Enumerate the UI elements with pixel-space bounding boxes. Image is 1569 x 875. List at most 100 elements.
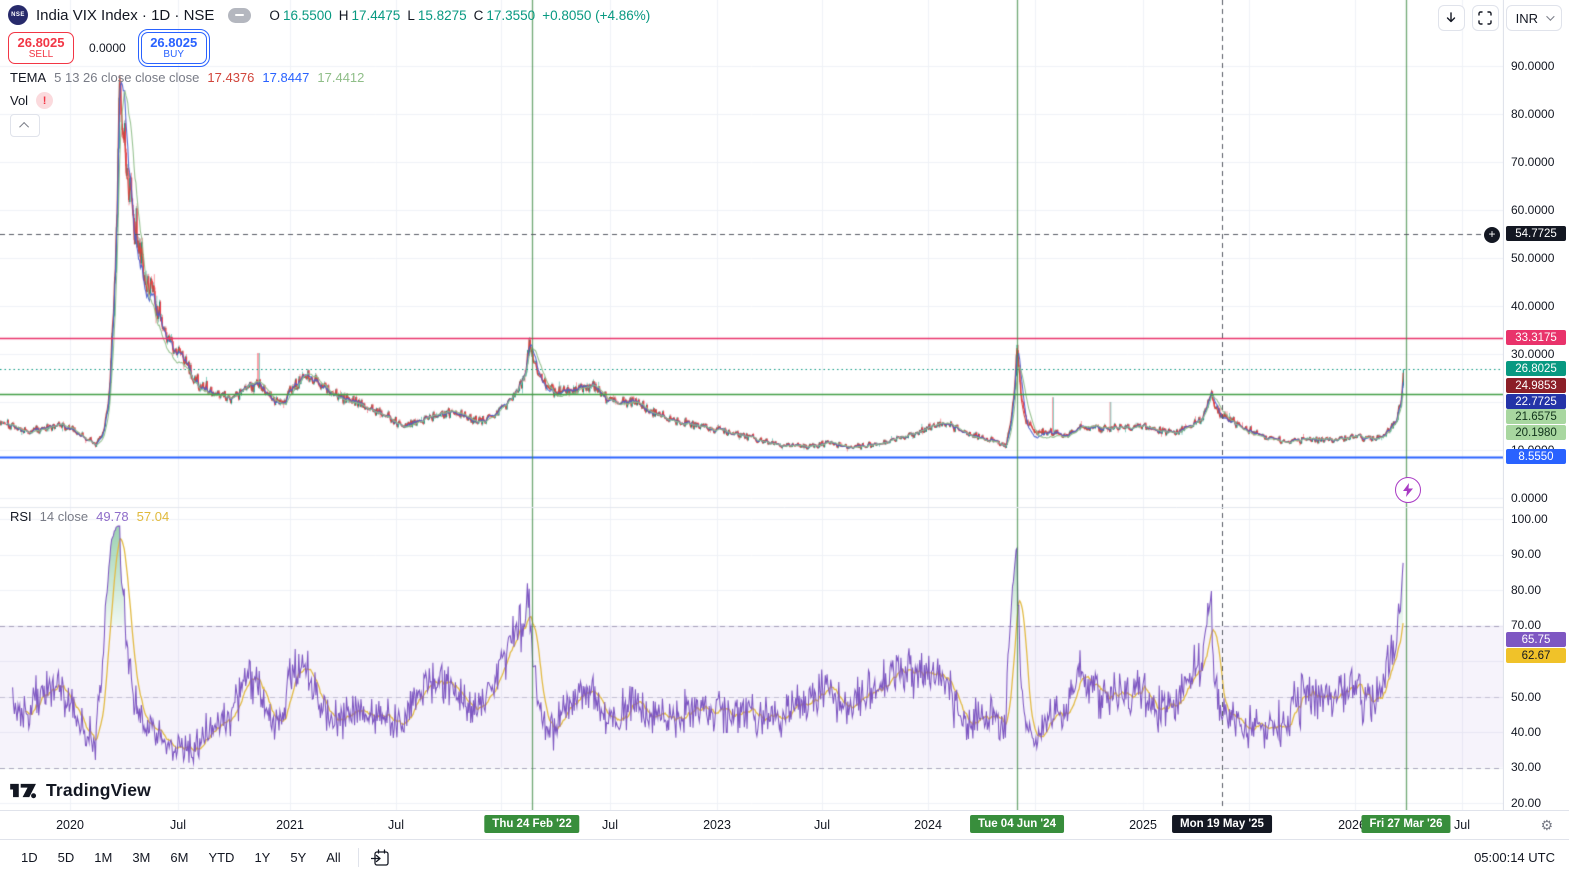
rsi-ma-badge: 62.67 xyxy=(1506,648,1566,663)
range-button-ytd[interactable]: YTD xyxy=(201,846,241,869)
spread-value: 0.0000 xyxy=(83,39,132,57)
open-value: 16.5500 xyxy=(282,7,332,23)
rsi-value-1: 49.78 xyxy=(96,509,129,524)
price-tick: 80.00 xyxy=(1511,583,1542,597)
time-tick: 2021 xyxy=(276,818,304,832)
tema-legend[interactable]: TEMA 5 13 26 close close close 17.4376 1… xyxy=(10,70,364,85)
time-tick: Jul xyxy=(1454,818,1470,832)
range-button-3m[interactable]: 3M xyxy=(125,846,157,869)
go-to-date-button[interactable] xyxy=(369,847,392,869)
price-tick: 90.00 xyxy=(1511,547,1542,561)
tema13-badge: 22.7725 xyxy=(1506,394,1566,409)
buy-label: BUY xyxy=(163,48,184,60)
download-button[interactable] xyxy=(1437,5,1465,31)
symbol-header: NSE India VIX Index · 1D · NSE O 16.5500… xyxy=(8,5,650,25)
vol-legend[interactable]: Vol ! xyxy=(10,92,54,109)
open-label: O xyxy=(269,7,280,23)
quick-trade-lightning-icon[interactable] xyxy=(1395,477,1421,503)
sell-label: SELL xyxy=(28,48,54,60)
price-tick: 70.0000 xyxy=(1511,155,1555,169)
time-tick: Jul xyxy=(170,818,186,832)
price-tick: 30.0000 xyxy=(1511,347,1555,361)
time-tick: Jul xyxy=(602,818,618,832)
tema-value-3: 17.4412 xyxy=(317,70,365,85)
buy-price: 26.8025 xyxy=(150,34,198,50)
ohlc-values: O 16.5500 H 17.4475 L 15.8275 C 17.3550 … xyxy=(269,8,650,23)
tradingview-logo[interactable]: TradingView xyxy=(10,780,151,801)
range-button-1m[interactable]: 1M xyxy=(87,846,119,869)
fullscreen-icon xyxy=(1478,11,1492,25)
tema-params: 5 13 26 close close close xyxy=(54,70,200,85)
price-tick: 40.0000 xyxy=(1511,299,1555,313)
range-button-all[interactable]: All xyxy=(319,846,347,869)
axis-settings-gear-icon[interactable]: ⚙ xyxy=(1540,817,1553,833)
currency-dropdown[interactable]: INR xyxy=(1505,5,1562,31)
hline-green-badge: 21.6575 xyxy=(1506,409,1566,424)
chevron-up-icon xyxy=(18,121,29,132)
download-icon xyxy=(1446,12,1456,23)
time-tick: 2025 xyxy=(1129,818,1157,832)
toolbar-divider xyxy=(357,848,359,867)
price-tick: 100.00 xyxy=(1511,512,1548,526)
utc-clock[interactable]: 05:00:14 UTC xyxy=(1474,850,1555,865)
price-tick: 40.00 xyxy=(1511,725,1542,739)
time-tick: 2026 xyxy=(1338,818,1366,832)
time-tick: 2020 xyxy=(56,818,84,832)
nse-logo-icon: NSE xyxy=(8,5,28,25)
close-label: C xyxy=(473,7,484,23)
vol-error-icon[interactable]: ! xyxy=(36,92,54,109)
crosshair-price-badge: 54.7725 xyxy=(1506,226,1566,241)
buy-button[interactable]: 26.8025 BUY xyxy=(137,29,210,67)
time-axis[interactable]: ⚙ 2020 Jul 2021 Jul Jul 2023 Jul 2024 2025 2026 Ju… xyxy=(0,810,1569,839)
tema-name: TEMA xyxy=(10,70,47,85)
collapse-indicators-button[interactable] xyxy=(10,114,40,137)
tema-value-1: 17.4376 xyxy=(207,70,255,85)
calendar-icon xyxy=(370,848,389,866)
sell-button[interactable]: 26.8025 SELL xyxy=(8,32,74,64)
price-tick: 80.0000 xyxy=(1511,107,1555,121)
price-tick: 60.0000 xyxy=(1511,203,1555,217)
time-tick: Jul xyxy=(814,818,830,832)
add-order-plus-icon[interactable]: + xyxy=(1484,227,1500,243)
crosshair-date-badge: Mon 19 May '25 xyxy=(1172,815,1272,833)
high-label: H xyxy=(338,7,349,23)
range-button-5y[interactable]: 5Y xyxy=(283,846,313,869)
sell-price: 26.8025 xyxy=(17,34,65,50)
low-value: 15.8275 xyxy=(417,7,467,23)
bottom-toolbar: 1D 5D 1M 3M 6M YTD 1Y 5Y All 05:00:14 UTC xyxy=(0,839,1569,875)
range-button-1d[interactable]: 1D xyxy=(14,846,45,869)
range-button-5d[interactable]: 5D xyxy=(51,846,82,869)
low-label: L xyxy=(407,7,415,23)
price-axis[interactable]: 90.0000 80.0000 70.0000 60.0000 50.0000 40.00… xyxy=(1503,0,1569,839)
price-chart-canvas[interactable] xyxy=(0,0,1569,810)
last-price-badge: 26.8025 xyxy=(1506,361,1566,376)
price-tick: 90.0000 xyxy=(1511,59,1555,73)
event-date-badge-mar26: Fri 27 Mar '26 xyxy=(1361,815,1451,833)
price-tick: 20.00 xyxy=(1511,796,1542,810)
rsi-legend[interactable]: RSI 14 close 49.78 57.04 xyxy=(10,509,169,524)
price-tick: 50.0000 xyxy=(1511,251,1555,265)
range-button-6m[interactable]: 6M xyxy=(163,846,195,869)
close-value: 17.3550 xyxy=(486,7,536,23)
tema26-badge: 20.1980 xyxy=(1506,425,1566,440)
symbol-title[interactable]: India VIX Index · 1D · NSE xyxy=(36,6,215,24)
top-right-controls: INR xyxy=(1437,5,1562,31)
trade-panel: 26.8025 SELL 0.0000 26.8025 BUY xyxy=(8,29,210,67)
rsi-params: 14 close xyxy=(39,509,89,524)
range-button-1y[interactable]: 1Y xyxy=(247,846,277,869)
price-tick: 70.00 xyxy=(1511,618,1542,632)
hide-legend-icon[interactable] xyxy=(228,7,252,23)
price-tick: 30.00 xyxy=(1511,760,1542,774)
chevron-down-icon xyxy=(1546,12,1555,21)
rsi-value-badge: 65.75 xyxy=(1506,632,1566,647)
tema5-badge: 24.9853 xyxy=(1506,378,1566,393)
price-tick: 0.0000 xyxy=(1511,491,1548,505)
event-date-badge-jun24: Tue 04 Jun '24 xyxy=(970,815,1064,833)
hline-pink-badge: 33.3175 xyxy=(1506,330,1566,345)
tradingview-logo-text: TradingView xyxy=(46,780,151,800)
event-date-badge-feb22: Thu 24 Feb '22 xyxy=(484,815,580,833)
fullscreen-button[interactable] xyxy=(1471,5,1499,31)
rsi-name: RSI xyxy=(10,509,32,524)
high-value: 17.4475 xyxy=(351,7,401,23)
